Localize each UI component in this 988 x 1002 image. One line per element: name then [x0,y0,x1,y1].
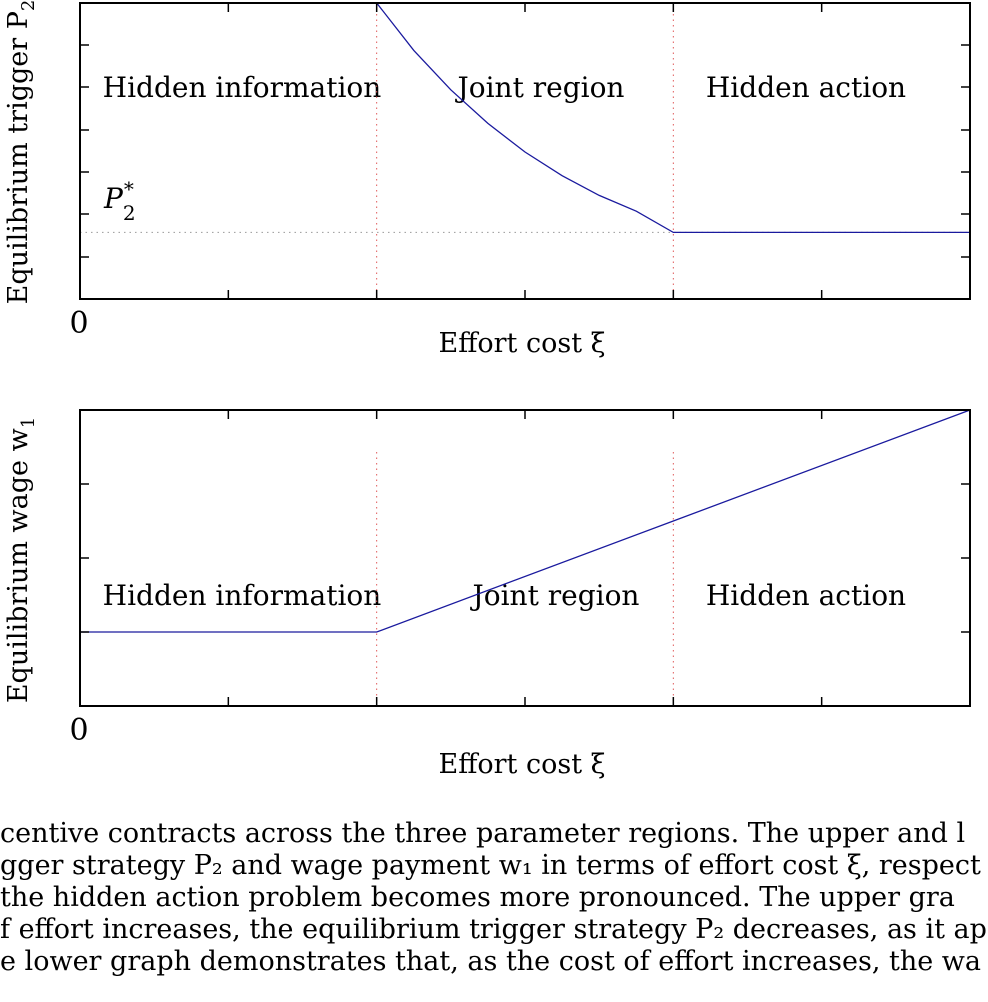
lower-region-label-hidden-information: Hidden information [103,579,382,612]
caption-line-2: gger strategy P₂ and wage payment w₁ in … [0,850,981,881]
caption-line-3: the hidden action problem becomes more p… [0,882,955,913]
lower-origin-label: 0 [69,713,88,748]
upper-region-label-joint: Joint region [455,71,625,104]
upper-x-axis-label: Effort cost ξ [438,328,605,359]
caption-line-5: e lower graph demonstrates that, as the … [0,946,981,977]
lower-region-label-hidden-action: Hidden action [706,579,906,612]
upper-region-label-hidden-information: Hidden information [103,71,382,104]
upper-panel: Equilibrium trigger P2 Effort cost ξ 0 H… [3,0,971,359]
upper-series-line [80,2,970,234]
upper-y-axis-label: Equilibrium trigger P2 [3,0,39,304]
lower-series-line [80,409,971,633]
figure: Equilibrium trigger P2 Effort cost ξ 0 H… [3,0,971,780]
lower-y-axis-label: Equilibrium wage w1 [3,417,39,703]
lower-x-axis-label: Effort cost ξ [438,749,605,780]
figure-caption: centive contracts across the three param… [0,818,988,978]
lower-region-label-joint: Joint region [470,579,640,612]
upper-region-label-hidden-action: Hidden action [706,71,906,104]
lower-panel: Equilibrium wage w1 Effort cost ξ 0 Hidd… [3,409,971,780]
caption-line-1: centive contracts across the three param… [0,818,966,849]
p2-star-annotation: P* 2 [103,177,136,225]
caption-line-4: f effort increases, the equilibrium trig… [0,914,987,945]
upper-origin-label: 0 [69,306,88,341]
lower-axes-frame [79,409,971,707]
upper-axes-frame [79,2,971,300]
